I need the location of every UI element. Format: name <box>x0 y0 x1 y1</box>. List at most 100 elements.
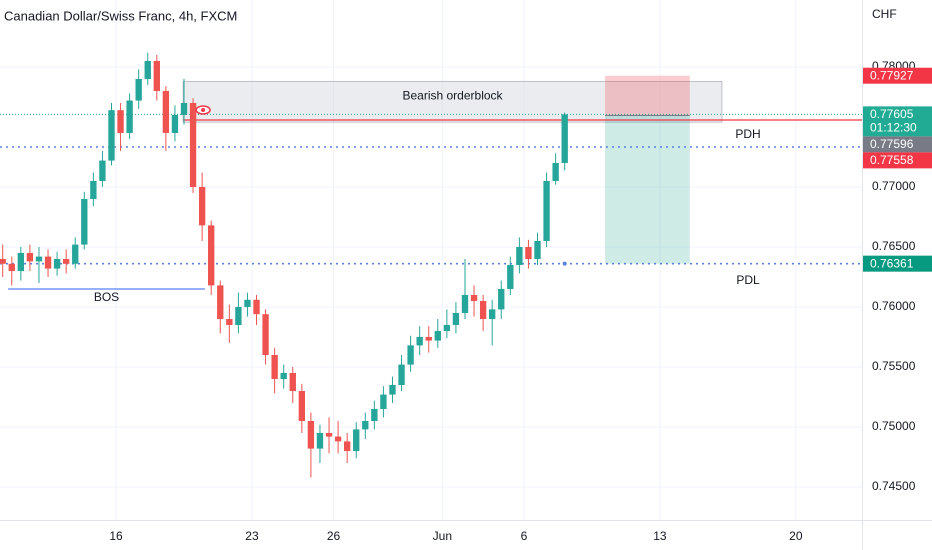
candle-body <box>117 110 124 133</box>
candle-body <box>470 294 478 301</box>
candle-body <box>434 330 441 341</box>
pdh-label: PDH <box>735 127 760 141</box>
candle-body <box>44 256 52 269</box>
candle-body <box>534 240 541 259</box>
candle-body <box>416 336 423 346</box>
candle-body <box>171 114 179 133</box>
candle-body <box>99 160 106 181</box>
price-tag <box>863 255 932 272</box>
bos-label: BOS <box>94 290 119 304</box>
candle-body <box>543 180 550 241</box>
y-tick-label: 0.75500 <box>872 359 916 373</box>
axes: 16 23 26 Jun 6 13 20 0.74500 0.75000 0.75500 0.760… <box>109 59 932 543</box>
currency-label: CHF <box>872 7 897 21</box>
x-tick-label: 16 <box>109 529 123 543</box>
candle-body <box>525 246 532 259</box>
candle-body <box>271 354 278 379</box>
candle-body <box>280 372 287 379</box>
price-tag-label: 0.76361 <box>870 256 914 270</box>
candle-body <box>8 263 15 271</box>
candle-body <box>53 258 61 269</box>
candle-body <box>371 408 378 421</box>
candle-body <box>334 436 342 442</box>
x-tick-label: 20 <box>789 529 803 543</box>
candle-body <box>126 100 133 133</box>
stop-zone <box>605 75 690 116</box>
candle-body <box>208 225 215 286</box>
candle-body <box>479 300 487 319</box>
candle-body <box>425 336 432 341</box>
candle-body <box>81 198 88 245</box>
x-tick-label: 13 <box>653 529 667 543</box>
candles <box>0 52 568 478</box>
candle-body <box>235 306 242 325</box>
candle-body <box>407 345 414 365</box>
candle-body <box>35 256 43 262</box>
candle-body <box>0 258 6 264</box>
candle-body <box>561 114 568 163</box>
candle-body <box>443 324 451 331</box>
candle-body <box>108 110 115 161</box>
price-tag-label: 0.77605 <box>870 107 914 121</box>
candle-body <box>298 390 306 421</box>
grid <box>0 0 862 520</box>
candle-body <box>362 420 369 430</box>
candle-body <box>307 420 315 449</box>
price-tag-label: 0.77596 <box>870 137 914 151</box>
candle-body <box>507 264 514 289</box>
x-tick-label: Jun <box>433 529 452 543</box>
target-zone <box>605 115 690 264</box>
candle-body <box>90 180 97 199</box>
x-tick-label: 26 <box>327 529 341 543</box>
candle-body <box>316 432 324 449</box>
candle-body <box>72 244 79 264</box>
candle-body <box>189 102 197 187</box>
candle-body <box>498 288 505 310</box>
candle-body <box>343 441 351 451</box>
price-tag <box>863 136 932 153</box>
candle-body <box>244 299 251 307</box>
y-tick-label: 0.74500 <box>872 479 916 493</box>
candle-body <box>262 314 269 355</box>
chart-title: Canadian Dollar/Swiss Franc, 4h, FXCM <box>4 8 237 23</box>
candle-body <box>452 312 460 325</box>
candle-body <box>162 90 170 133</box>
candle-body <box>217 285 224 319</box>
x-tick-label: 23 <box>245 529 259 543</box>
orderblock-label: Bearish orderblock <box>402 89 503 103</box>
candle-body <box>17 252 25 271</box>
alert-icon-pupil <box>201 108 206 113</box>
y-tick-label: 0.75000 <box>872 419 916 433</box>
x-tick-label: 6 <box>521 529 528 543</box>
candle-body <box>180 102 188 115</box>
candle-body <box>461 294 469 313</box>
candle-body <box>516 246 523 265</box>
price-tag <box>863 67 932 84</box>
candle-body <box>62 258 70 264</box>
y-tick-label: 0.76000 <box>872 299 916 313</box>
candle-body <box>353 429 360 451</box>
candle-body <box>153 60 160 91</box>
candle-body <box>398 364 405 385</box>
countdown-label: 01:12:30 <box>870 121 917 135</box>
price-tag-label: 0.77558 <box>870 153 914 167</box>
candle-body <box>325 432 333 437</box>
candle-body <box>226 318 233 325</box>
candle-body <box>253 299 260 315</box>
y-tick-label: 0.76500 <box>872 239 916 253</box>
candle-body <box>289 372 296 391</box>
price-tag <box>863 152 932 169</box>
candle-body <box>552 162 559 181</box>
candle-body <box>380 394 387 409</box>
candle-body <box>135 78 142 101</box>
candle-body <box>198 186 206 226</box>
candle-body <box>389 384 396 395</box>
drawings: Bearish orderblock PDH PDL BOS <box>0 75 862 304</box>
candle-body <box>26 252 34 262</box>
y-tick-label: 0.77000 <box>872 179 916 193</box>
price-tag <box>863 106 932 137</box>
pdl-dot <box>562 261 567 266</box>
